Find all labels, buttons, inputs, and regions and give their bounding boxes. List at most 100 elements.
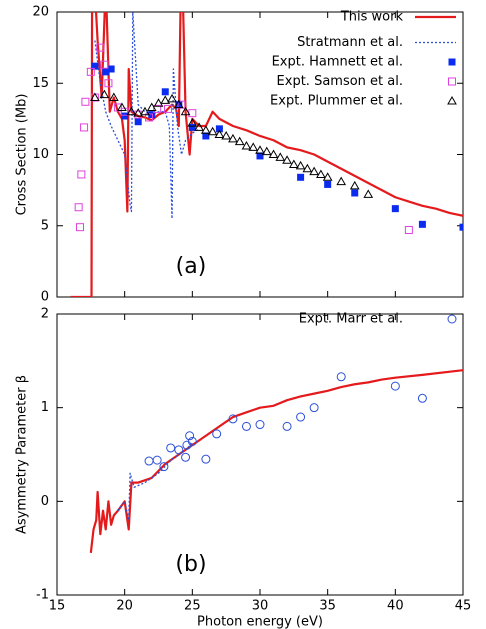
legend-marker bbox=[447, 314, 457, 324]
legend-label: Stratmann et al. bbox=[297, 35, 403, 50]
marker bbox=[140, 106, 150, 116]
x-tick-label: 35 bbox=[319, 599, 336, 614]
y-tick-label: 15 bbox=[32, 76, 49, 91]
marker bbox=[351, 189, 359, 197]
marker bbox=[167, 93, 177, 103]
y-tick-label: 1 bbox=[41, 400, 49, 415]
marker bbox=[336, 176, 347, 186]
plot-area bbox=[89, 369, 463, 553]
marker bbox=[126, 106, 137, 116]
marker bbox=[187, 118, 198, 127]
marker bbox=[108, 92, 119, 101]
marker bbox=[133, 108, 144, 117]
marker bbox=[153, 104, 162, 113]
marker bbox=[228, 414, 238, 424]
marker bbox=[152, 455, 162, 465]
marker bbox=[316, 169, 326, 178]
marker bbox=[81, 97, 90, 106]
y-tick-label: 20 bbox=[32, 5, 49, 20]
marker bbox=[297, 173, 305, 181]
marker bbox=[100, 60, 109, 69]
legend-label: Expt. Samson et al. bbox=[277, 74, 403, 89]
marker bbox=[174, 445, 184, 455]
marker bbox=[214, 129, 225, 139]
marker bbox=[175, 101, 183, 109]
marker bbox=[282, 421, 292, 431]
marker bbox=[159, 462, 169, 472]
legend-label: Expt. Hamnett et al. bbox=[272, 55, 403, 70]
marker bbox=[86, 67, 95, 76]
marker bbox=[255, 420, 265, 430]
marker bbox=[202, 132, 210, 140]
marker bbox=[161, 88, 169, 96]
marker bbox=[309, 403, 319, 413]
legend-marker bbox=[447, 95, 457, 105]
marker bbox=[153, 98, 164, 107]
x-tick-label: 30 bbox=[252, 599, 269, 614]
marker bbox=[248, 142, 259, 151]
marker bbox=[275, 152, 286, 161]
marker bbox=[187, 436, 197, 446]
marker bbox=[295, 160, 306, 170]
marker bbox=[148, 111, 156, 119]
marker bbox=[296, 412, 306, 422]
series-line bbox=[89, 369, 463, 553]
x-tick-label: 20 bbox=[116, 599, 133, 614]
marker bbox=[215, 125, 223, 133]
marker bbox=[241, 140, 252, 150]
marker bbox=[166, 443, 176, 453]
marker bbox=[391, 205, 399, 213]
marker bbox=[121, 112, 129, 120]
series-line bbox=[70, 12, 463, 297]
marker bbox=[418, 220, 426, 228]
marker bbox=[234, 136, 245, 146]
marker bbox=[96, 43, 105, 52]
x-tick-label: 45 bbox=[455, 599, 472, 614]
panel-label: (b) bbox=[175, 552, 206, 577]
y-axis-label: Asymmetry Parameter β bbox=[15, 375, 30, 534]
marker bbox=[349, 180, 360, 190]
x-axis-label: Photon energy (eV) bbox=[197, 615, 323, 629]
x-tick-label: 15 bbox=[49, 599, 66, 614]
marker bbox=[459, 223, 463, 231]
y-axis-label: Cross Section (Mb) bbox=[15, 94, 30, 216]
marker bbox=[117, 102, 127, 111]
x-tick-label: 25 bbox=[184, 599, 201, 614]
marker bbox=[188, 123, 196, 131]
plot-area bbox=[70, 12, 463, 297]
marker bbox=[221, 130, 232, 140]
series-line bbox=[117, 442, 193, 521]
marker bbox=[188, 109, 197, 118]
marker bbox=[76, 223, 85, 232]
marker bbox=[255, 145, 265, 154]
legend-marker bbox=[448, 58, 456, 66]
marker bbox=[77, 170, 86, 179]
y-tick-label: 10 bbox=[32, 147, 49, 162]
marker bbox=[91, 62, 99, 70]
marker bbox=[390, 381, 400, 391]
marker bbox=[288, 159, 299, 168]
marker bbox=[74, 203, 83, 212]
marker bbox=[163, 104, 172, 113]
marker bbox=[181, 452, 191, 462]
marker bbox=[90, 92, 100, 101]
marker bbox=[201, 125, 211, 134]
marker bbox=[322, 172, 333, 181]
marker bbox=[144, 456, 154, 466]
marker bbox=[241, 421, 251, 431]
marker bbox=[134, 118, 142, 126]
marker bbox=[102, 68, 110, 76]
marker bbox=[201, 454, 211, 464]
marker bbox=[185, 431, 195, 441]
marker bbox=[324, 180, 332, 188]
marker bbox=[363, 189, 374, 198]
plot-frame bbox=[56, 313, 464, 596]
marker bbox=[212, 429, 222, 439]
marker bbox=[99, 89, 110, 99]
legend-label: This work bbox=[340, 10, 404, 25]
marker bbox=[80, 123, 89, 132]
legend-label: Expt. Plummer et al. bbox=[270, 94, 403, 109]
y-tick-label: 5 bbox=[41, 218, 49, 233]
marker bbox=[302, 163, 313, 173]
